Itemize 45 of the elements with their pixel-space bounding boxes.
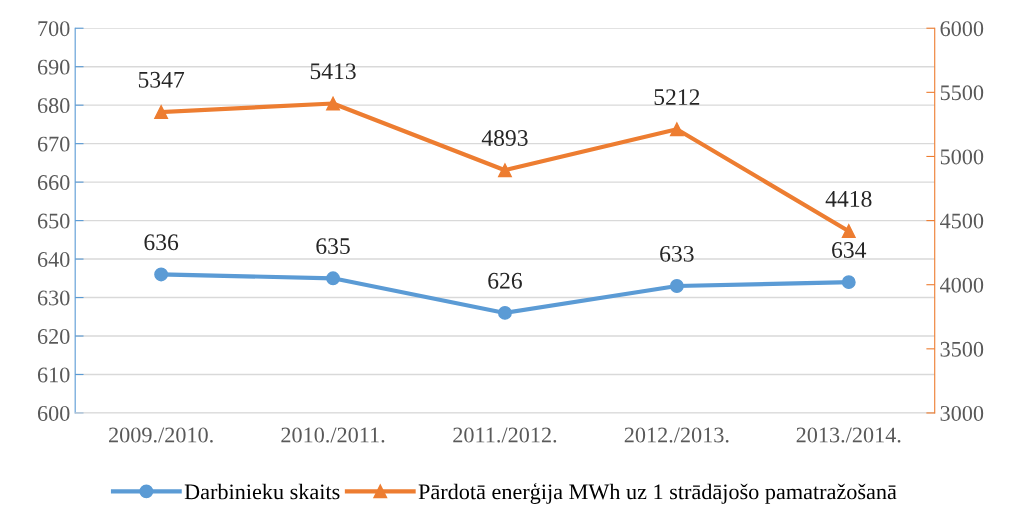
legend-label: Pārdotā enerģija MWh uz 1 strādājošo pamatražošanā xyxy=(418,482,897,504)
y2-tick-label: 3000 xyxy=(940,405,984,421)
data-label: 635 xyxy=(316,238,350,255)
point xyxy=(669,279,684,293)
point xyxy=(841,224,856,239)
y2-tick-label: 4500 xyxy=(940,213,984,229)
y-tick-label: 610 xyxy=(37,367,70,383)
data-label: 636 xyxy=(144,234,179,251)
y2-tick-label: 5000 xyxy=(940,149,984,165)
y-tick-label: 670 xyxy=(37,136,70,152)
x-tick-label: 2013./2014. xyxy=(796,427,901,443)
y-tick-label: 600 xyxy=(37,405,70,421)
point xyxy=(498,163,512,178)
data-label: 626 xyxy=(488,272,522,289)
y-tick-label: 680 xyxy=(37,98,70,114)
y-tick-label: 650 xyxy=(37,213,70,229)
point xyxy=(154,105,169,119)
data-label: 4418 xyxy=(825,190,872,207)
point xyxy=(326,271,340,286)
y2-tick-label: 4000 xyxy=(940,277,984,293)
point xyxy=(326,96,340,111)
legend-label: Darbinieku skaits xyxy=(184,483,340,500)
y-tick-label: 630 xyxy=(37,290,70,306)
x-tick-label: 2009./2010. xyxy=(109,427,213,443)
y-tick-label: 690 xyxy=(37,59,70,75)
data-label: 5347 xyxy=(138,71,185,88)
y-tick-label: 700 xyxy=(38,21,70,37)
data-label: 5413 xyxy=(310,63,356,80)
y2-tick-label: 6000 xyxy=(940,21,984,37)
y-tick-label: 620 xyxy=(37,328,70,344)
data-label: 633 xyxy=(660,245,694,262)
point xyxy=(669,122,684,137)
point xyxy=(154,267,169,282)
data-label: 5212 xyxy=(654,89,700,106)
data-label: 4893 xyxy=(481,130,528,146)
data-label: 634 xyxy=(832,242,867,258)
y-tick-label: 640 xyxy=(37,252,70,267)
y2-tick-label: 3500 xyxy=(940,341,984,357)
point xyxy=(498,305,512,320)
x-tick-label: 2012./2013. xyxy=(624,427,729,443)
x-tick-label: 2011./2012. xyxy=(453,427,557,443)
y2-tick-label: 5500 xyxy=(940,85,984,101)
point xyxy=(841,275,856,290)
y-tick-label: 660 xyxy=(37,175,70,191)
x-tick-label: 2010./2011. xyxy=(281,427,385,443)
